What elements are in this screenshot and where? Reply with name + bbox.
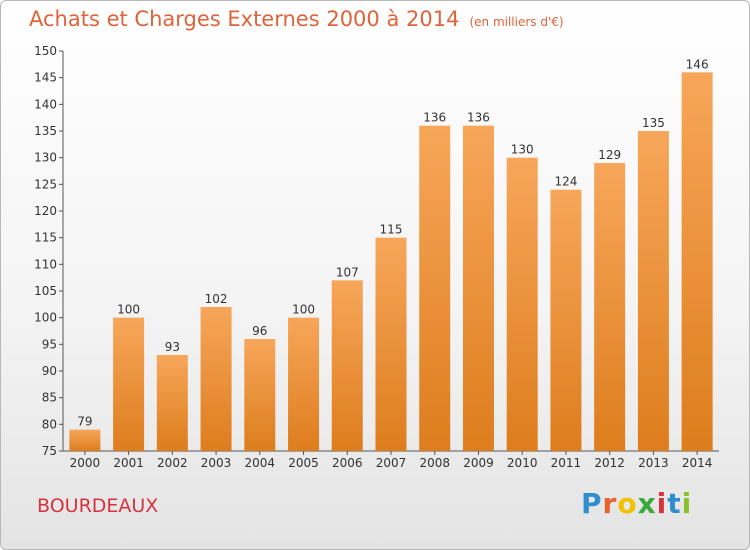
data-label-2008: 136 xyxy=(423,111,446,125)
logo-letter: i xyxy=(681,487,693,520)
x-tick-label-2014: 2014 xyxy=(682,456,713,470)
x-tick-label-2011: 2011 xyxy=(551,456,582,470)
logo-letter: t xyxy=(667,487,682,520)
y-tick-label: 105 xyxy=(34,284,57,298)
data-label-2013: 135 xyxy=(642,116,665,130)
chart-subtitle: (en milliers d'€) xyxy=(469,15,564,29)
bar-2009 xyxy=(462,125,494,452)
x-tick-label-2012: 2012 xyxy=(594,456,625,470)
y-tick-label: 85 xyxy=(42,391,57,405)
x-tick-label-2007: 2007 xyxy=(376,456,407,470)
data-label-2014: 146 xyxy=(686,57,709,71)
data-label-2011: 124 xyxy=(554,175,577,189)
y-tick-label: 130 xyxy=(34,151,57,165)
logo-letter: o xyxy=(617,487,638,520)
bar-2001 xyxy=(113,317,145,451)
bar-2008 xyxy=(419,125,451,452)
bars xyxy=(69,72,713,452)
x-tick-label-2002: 2002 xyxy=(157,456,188,470)
y-tick-label: 140 xyxy=(34,97,57,111)
data-label-2005: 100 xyxy=(292,303,315,317)
x-tick-label-2013: 2013 xyxy=(638,456,669,470)
x-tick-label-2010: 2010 xyxy=(507,456,538,470)
chart-title-text: Achats et Charges Externes 2000 à 2014 xyxy=(29,7,460,31)
y-tick-label: 120 xyxy=(34,204,57,218)
logo-letter: x xyxy=(637,487,657,520)
y-tick-label: 150 xyxy=(34,44,57,58)
y-tick-label: 145 xyxy=(34,71,57,85)
bar-2013 xyxy=(637,131,669,451)
data-label-2012: 129 xyxy=(598,148,621,162)
data-label-2002: 93 xyxy=(165,340,180,354)
x-axis: 2000 2001 2002 2003 2004 2005 2006 2007 2008 2009… xyxy=(63,450,719,470)
y-tick-label: 110 xyxy=(34,257,57,271)
data-label-2009: 136 xyxy=(467,111,490,125)
x-tick-label-2005: 2005 xyxy=(288,456,319,470)
y-tick-label: 75 xyxy=(42,444,57,458)
data-label-2001: 100 xyxy=(117,303,140,317)
data-label-2007: 115 xyxy=(380,223,403,237)
x-tick-label-2004: 2004 xyxy=(245,456,276,470)
logo-letter: i xyxy=(656,487,668,520)
x-tick-label-2001: 2001 xyxy=(113,456,144,470)
data-label-2010: 130 xyxy=(511,143,534,157)
bar-2003 xyxy=(200,307,232,451)
place-name: BOURDEAUX xyxy=(37,495,159,517)
data-label-2000: 79 xyxy=(77,415,92,429)
y-tick-label: 80 xyxy=(42,417,57,431)
y-tick-label: 90 xyxy=(42,364,57,378)
logo-letter: P xyxy=(581,487,603,520)
y-tick-label: 100 xyxy=(34,311,57,325)
x-tick-label-2003: 2003 xyxy=(201,456,232,470)
bar-2006 xyxy=(331,280,363,451)
y-axis: 75 80 85 90 95 100 105 110 115 120 125 130 135 140 145… xyxy=(34,44,64,458)
bar-2010 xyxy=(506,157,538,451)
y-tick-label: 135 xyxy=(34,124,57,138)
bar-2004 xyxy=(244,339,276,451)
bar-2005 xyxy=(288,317,320,451)
x-tick-label-2006: 2006 xyxy=(332,456,363,470)
x-tick-label-2008: 2008 xyxy=(419,456,450,470)
x-tick-label-2009: 2009 xyxy=(463,456,494,470)
logo-letter: r xyxy=(602,487,618,520)
y-tick-label: 115 xyxy=(34,231,57,245)
data-labels: 79 100 93 102 96 100 107 115 136 136 130 124 129 135 1… xyxy=(77,57,708,428)
data-label-2006: 107 xyxy=(336,265,359,279)
bar-2014 xyxy=(681,72,713,451)
data-label-2003: 102 xyxy=(205,292,228,306)
bar-2002 xyxy=(156,355,188,451)
bar-2000 xyxy=(69,429,101,451)
y-tick-label: 95 xyxy=(42,337,57,351)
bar-2012 xyxy=(594,163,626,451)
data-label-2004: 96 xyxy=(252,324,267,338)
proxiti-logo: Proxiti xyxy=(581,487,692,520)
y-tick-label: 125 xyxy=(34,177,57,191)
chart-title: Achats et Charges Externes 2000 à 2014 (e… xyxy=(29,7,564,31)
bar-2011 xyxy=(550,189,582,451)
x-tick-label-2000: 2000 xyxy=(70,456,101,470)
bar-2007 xyxy=(375,237,407,451)
